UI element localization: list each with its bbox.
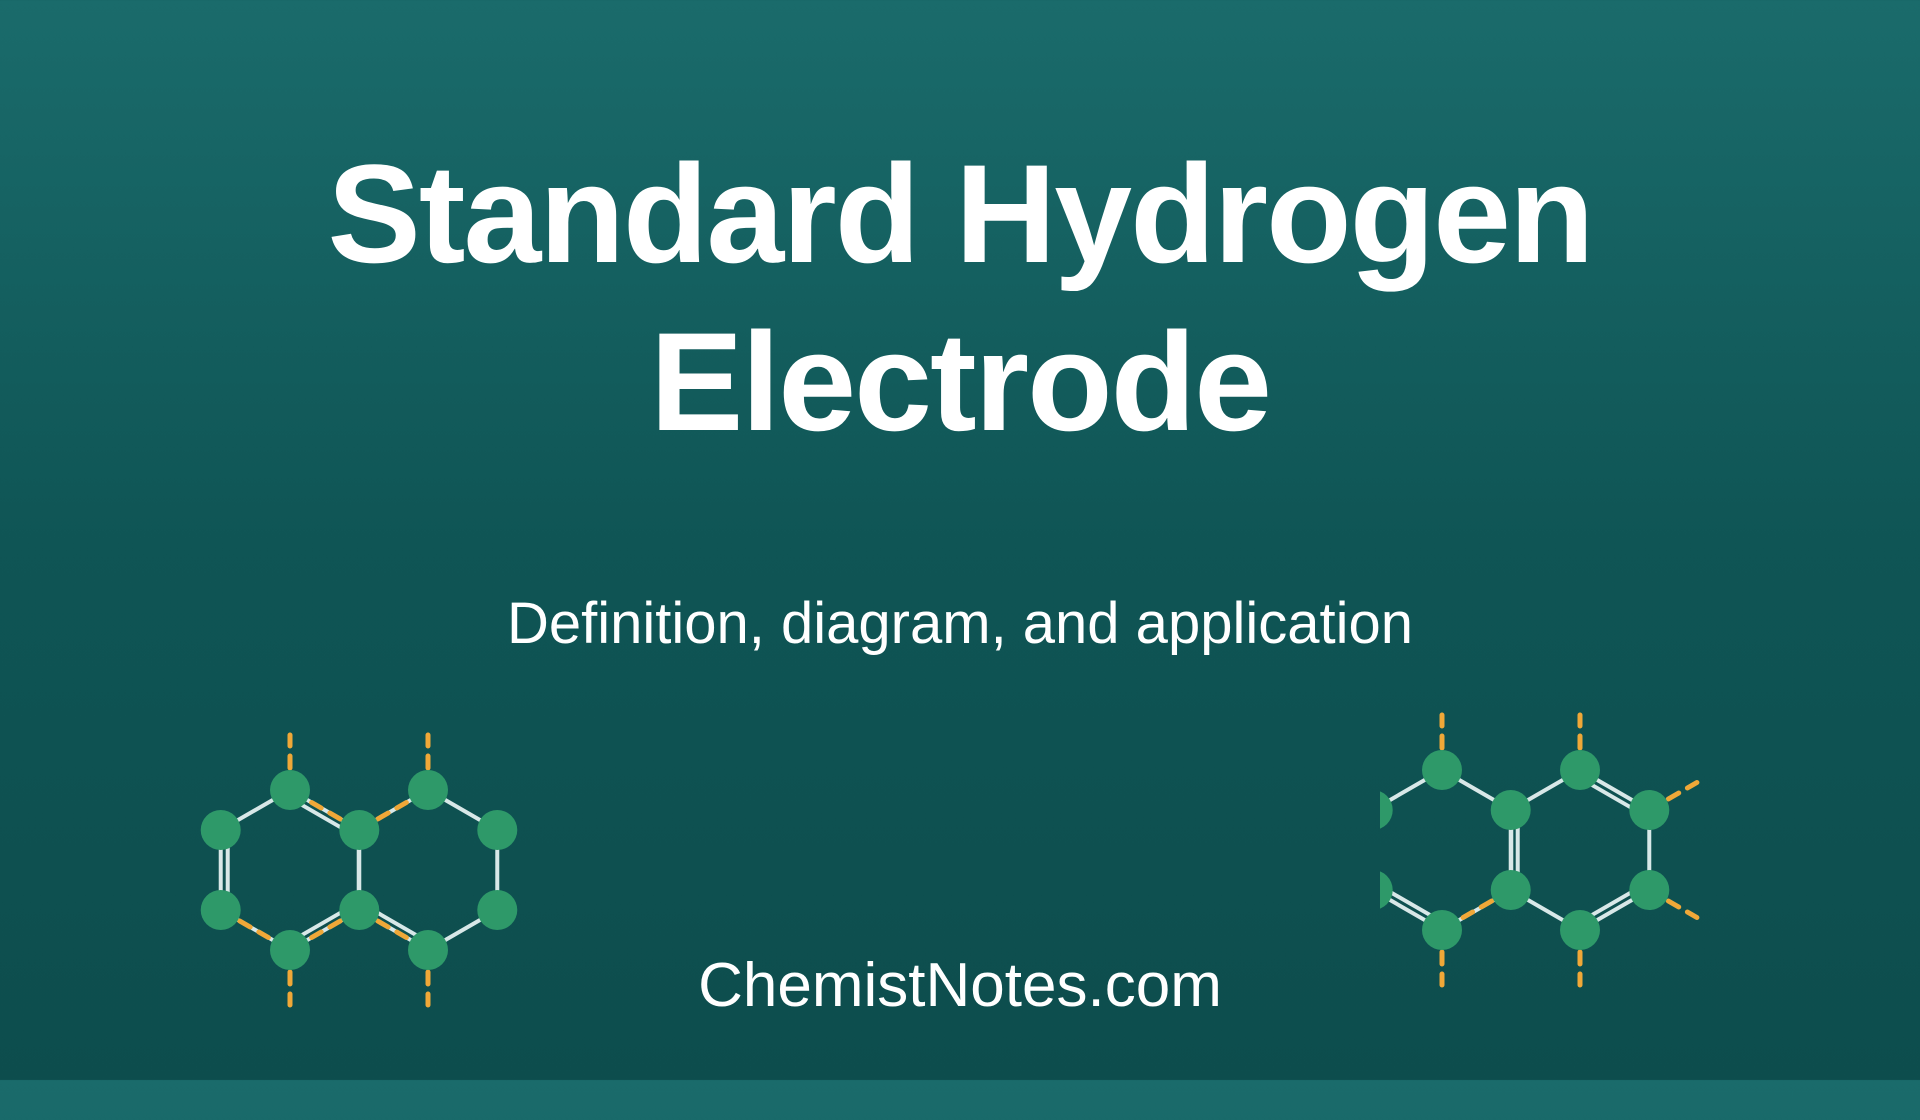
main-title: Standard Hydrogen Electrode <box>0 130 1920 466</box>
molecule-left-icon <box>90 670 590 1120</box>
molecule-right-icon <box>1380 650 1880 1100</box>
title-line-1: Standard Hydrogen <box>327 135 1592 292</box>
title-line-2: Electrode <box>650 303 1270 460</box>
subtitle: Definition, diagram, and application <box>0 590 1920 657</box>
